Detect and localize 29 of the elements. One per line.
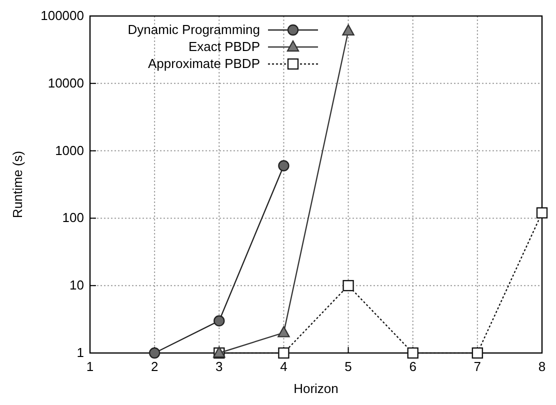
point	[342, 24, 354, 36]
x-tick-label: 3	[216, 359, 223, 374]
point	[278, 160, 290, 172]
y-tick-label: 100000	[40, 8, 84, 23]
point	[407, 347, 418, 359]
point	[536, 207, 548, 218]
x-tick-label: 5	[344, 359, 352, 374]
y-tick-label: 1000	[55, 142, 84, 158]
x-axis-title: Horizon	[294, 381, 338, 396]
y-axis-title: Runtime (s)	[10, 150, 25, 218]
point	[278, 326, 290, 338]
x-tick-label: 2	[150, 359, 158, 374]
legend-label: Exact PBDP	[188, 39, 260, 54]
x-tick-label: 1	[86, 359, 94, 374]
y-tick-label: 100	[62, 210, 84, 226]
x-tick-label: 6	[409, 359, 416, 374]
y-tick-label: 10000	[48, 75, 84, 90]
point	[278, 347, 290, 359]
point	[342, 280, 354, 292]
x-tick-label: 7	[474, 359, 482, 374]
legend-label: Approximate PBDP	[148, 56, 260, 71]
point	[214, 315, 225, 326]
x-tick-label: 8	[538, 359, 546, 374]
legend-label: Dynamic Programming	[128, 22, 260, 37]
point	[472, 347, 484, 359]
point	[148, 347, 160, 359]
y-tick-label: 1	[76, 345, 84, 360]
y-tick-label: 10	[70, 278, 84, 293]
x-tick-label: 4	[280, 359, 288, 374]
